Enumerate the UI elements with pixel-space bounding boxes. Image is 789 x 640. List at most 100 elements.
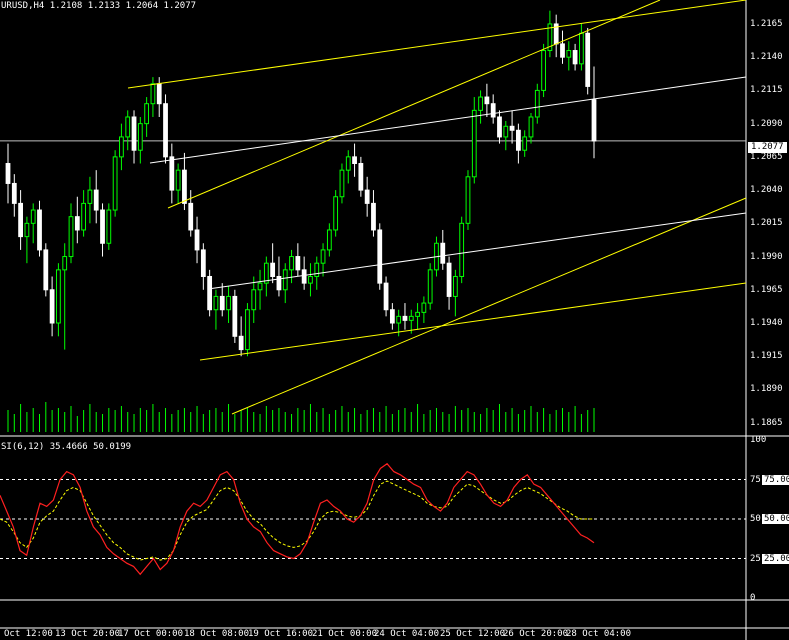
time-tick-label: 13 Oct 20:00	[55, 629, 121, 639]
price-tick-label: 1.2040	[750, 185, 783, 196]
time-tick-label: 28 Oct 04:00	[566, 629, 632, 639]
trend-line	[149, 76, 747, 164]
candles	[5, 10, 597, 357]
candle-body	[200, 249, 206, 277]
chart-title: URUSD,H4 1.2108 1.2133 1.2064 1.2077	[1, 1, 197, 11]
candle-body	[408, 315, 414, 321]
candle-body	[81, 202, 87, 231]
candle-body	[509, 125, 515, 131]
candle-body	[5, 163, 11, 184]
candle-body	[49, 289, 55, 324]
price-tick-label: 1.1915	[750, 351, 783, 362]
candle-body	[515, 129, 521, 151]
candle-body	[566, 50, 572, 58]
candle-body	[150, 83, 156, 105]
candle-body	[289, 256, 294, 271]
current-price-tag: 1.2077	[748, 142, 787, 153]
candle-body	[24, 222, 30, 238]
candle-body	[585, 32, 591, 87]
candle-body	[579, 32, 584, 65]
candle-body	[270, 262, 276, 277]
candle-body	[106, 209, 112, 244]
candle-body	[194, 229, 200, 251]
candle-body	[238, 335, 244, 351]
candle-body	[591, 99, 597, 142]
candle-body	[282, 269, 288, 291]
candle-body	[415, 311, 420, 317]
candle-body	[308, 275, 313, 284]
candle-body	[301, 269, 307, 284]
price-tick-label: 1.2015	[750, 218, 783, 229]
indicator-tick-label: 100	[750, 435, 767, 445]
candle-body	[371, 202, 376, 231]
candle-body	[465, 176, 471, 224]
candle-body	[295, 256, 301, 271]
candle-body	[125, 116, 131, 138]
candle-body	[93, 189, 99, 211]
trend-line	[199, 282, 747, 361]
candle-body	[232, 295, 238, 337]
candle-body	[119, 136, 124, 158]
candle-body	[37, 209, 42, 251]
candle-body	[175, 169, 181, 191]
candle-body	[364, 189, 370, 204]
indicator-tick-label: 75	[750, 474, 761, 485]
candle-body	[30, 209, 36, 224]
candle-body	[541, 50, 546, 91]
candle-body	[345, 156, 351, 171]
price-tick-label: 1.1965	[750, 284, 783, 295]
candle-body	[503, 125, 509, 138]
trend-lines	[127, 0, 747, 415]
candle-body	[100, 209, 105, 244]
candle-body	[446, 262, 452, 297]
indicator-level-tag: 75.0000	[762, 474, 789, 485]
candle-body	[383, 282, 389, 311]
candle-body	[62, 256, 68, 271]
candle-body	[188, 202, 194, 231]
candle-body	[87, 189, 93, 204]
candle-body	[421, 302, 427, 313]
price-tick-label: 1.1940	[750, 318, 783, 328]
candle-body	[18, 202, 23, 238]
candle-body	[490, 103, 496, 118]
indicator-title: SI(6,12) 35.4666 50.0199	[1, 442, 132, 452]
trend-line	[207, 212, 747, 290]
candle-body	[522, 136, 528, 151]
candle-body	[137, 123, 143, 151]
time-tick-label: 18 Oct 08:00	[184, 629, 250, 639]
price-tick-label: 1.1890	[750, 384, 783, 395]
candle-body	[396, 315, 402, 324]
time-tick-label: 26 Oct 20:00	[503, 629, 569, 639]
candle-body	[352, 156, 357, 165]
candle-body	[497, 116, 502, 138]
time-tick-label: 25 Oct 12:00	[440, 629, 506, 639]
candle-body	[169, 156, 175, 191]
price-tick-label: 1.2165	[750, 18, 783, 29]
candle-body	[314, 262, 320, 277]
indicator-tick-label: 25	[750, 553, 761, 564]
trend-line	[127, 0, 747, 89]
indicator-level-tag: 25.0000	[762, 553, 789, 564]
price-tick-label: 1.2140	[750, 52, 783, 63]
price-tick-label: 1.2090	[750, 118, 783, 129]
candle-body	[427, 269, 433, 304]
trend-line	[167, 0, 661, 209]
candle-body	[339, 169, 345, 198]
stochastic-indicator	[0, 462, 746, 576]
indicator-level-tag: 50.0000	[762, 514, 789, 524]
candle-body	[560, 43, 565, 58]
candle-body	[333, 196, 339, 231]
time-tick-label: 24 Oct 04:00	[374, 629, 440, 639]
candle-body	[320, 249, 326, 264]
candle-body	[276, 275, 282, 291]
indicator-tick-label: 50	[750, 514, 761, 524]
time-tick-label: 21 Oct 00:00	[312, 629, 378, 639]
volume-bars	[7, 402, 595, 432]
candle-body	[156, 83, 162, 105]
candle-body	[74, 216, 80, 231]
price-tick-label: 1.1865	[750, 417, 783, 428]
candle-body	[11, 182, 17, 204]
